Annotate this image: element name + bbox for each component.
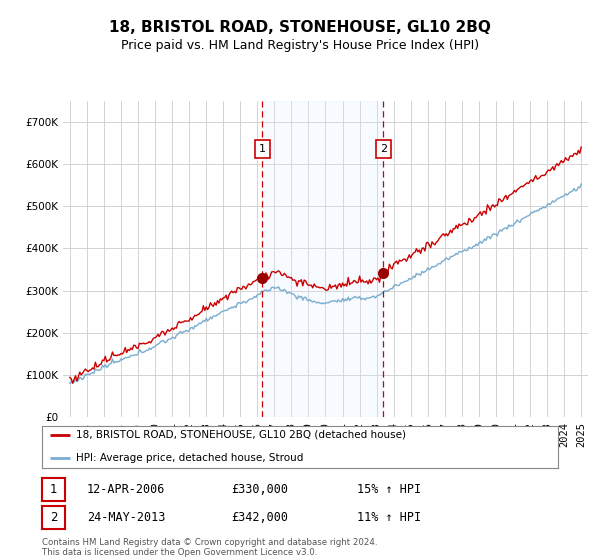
Text: Price paid vs. HM Land Registry's House Price Index (HPI): Price paid vs. HM Land Registry's House … [121, 39, 479, 52]
Text: 2: 2 [50, 511, 57, 524]
Text: 18, BRISTOL ROAD, STONEHOUSE, GL10 2BQ: 18, BRISTOL ROAD, STONEHOUSE, GL10 2BQ [109, 20, 491, 35]
Text: £330,000: £330,000 [231, 483, 288, 496]
Text: £342,000: £342,000 [231, 511, 288, 524]
Text: 24-MAY-2013: 24-MAY-2013 [87, 511, 166, 524]
Text: 1: 1 [259, 144, 266, 155]
Bar [262, 101, 383, 417]
Text: 18, BRISTOL ROAD, STONEHOUSE, GL10 2BQ (detached house): 18, BRISTOL ROAD, STONEHOUSE, GL10 2BQ (… [76, 430, 406, 440]
Text: 12-APR-2006: 12-APR-2006 [87, 483, 166, 496]
Text: 1: 1 [50, 483, 57, 496]
Text: 11% ↑ HPI: 11% ↑ HPI [357, 511, 421, 524]
Text: Contains HM Land Registry data © Crown copyright and database right 2024.
This d: Contains HM Land Registry data © Crown c… [42, 538, 377, 557]
Text: 2: 2 [380, 144, 387, 155]
Text: 15% ↑ HPI: 15% ↑ HPI [357, 483, 421, 496]
Text: HPI: Average price, detached house, Stroud: HPI: Average price, detached house, Stro… [76, 454, 303, 463]
